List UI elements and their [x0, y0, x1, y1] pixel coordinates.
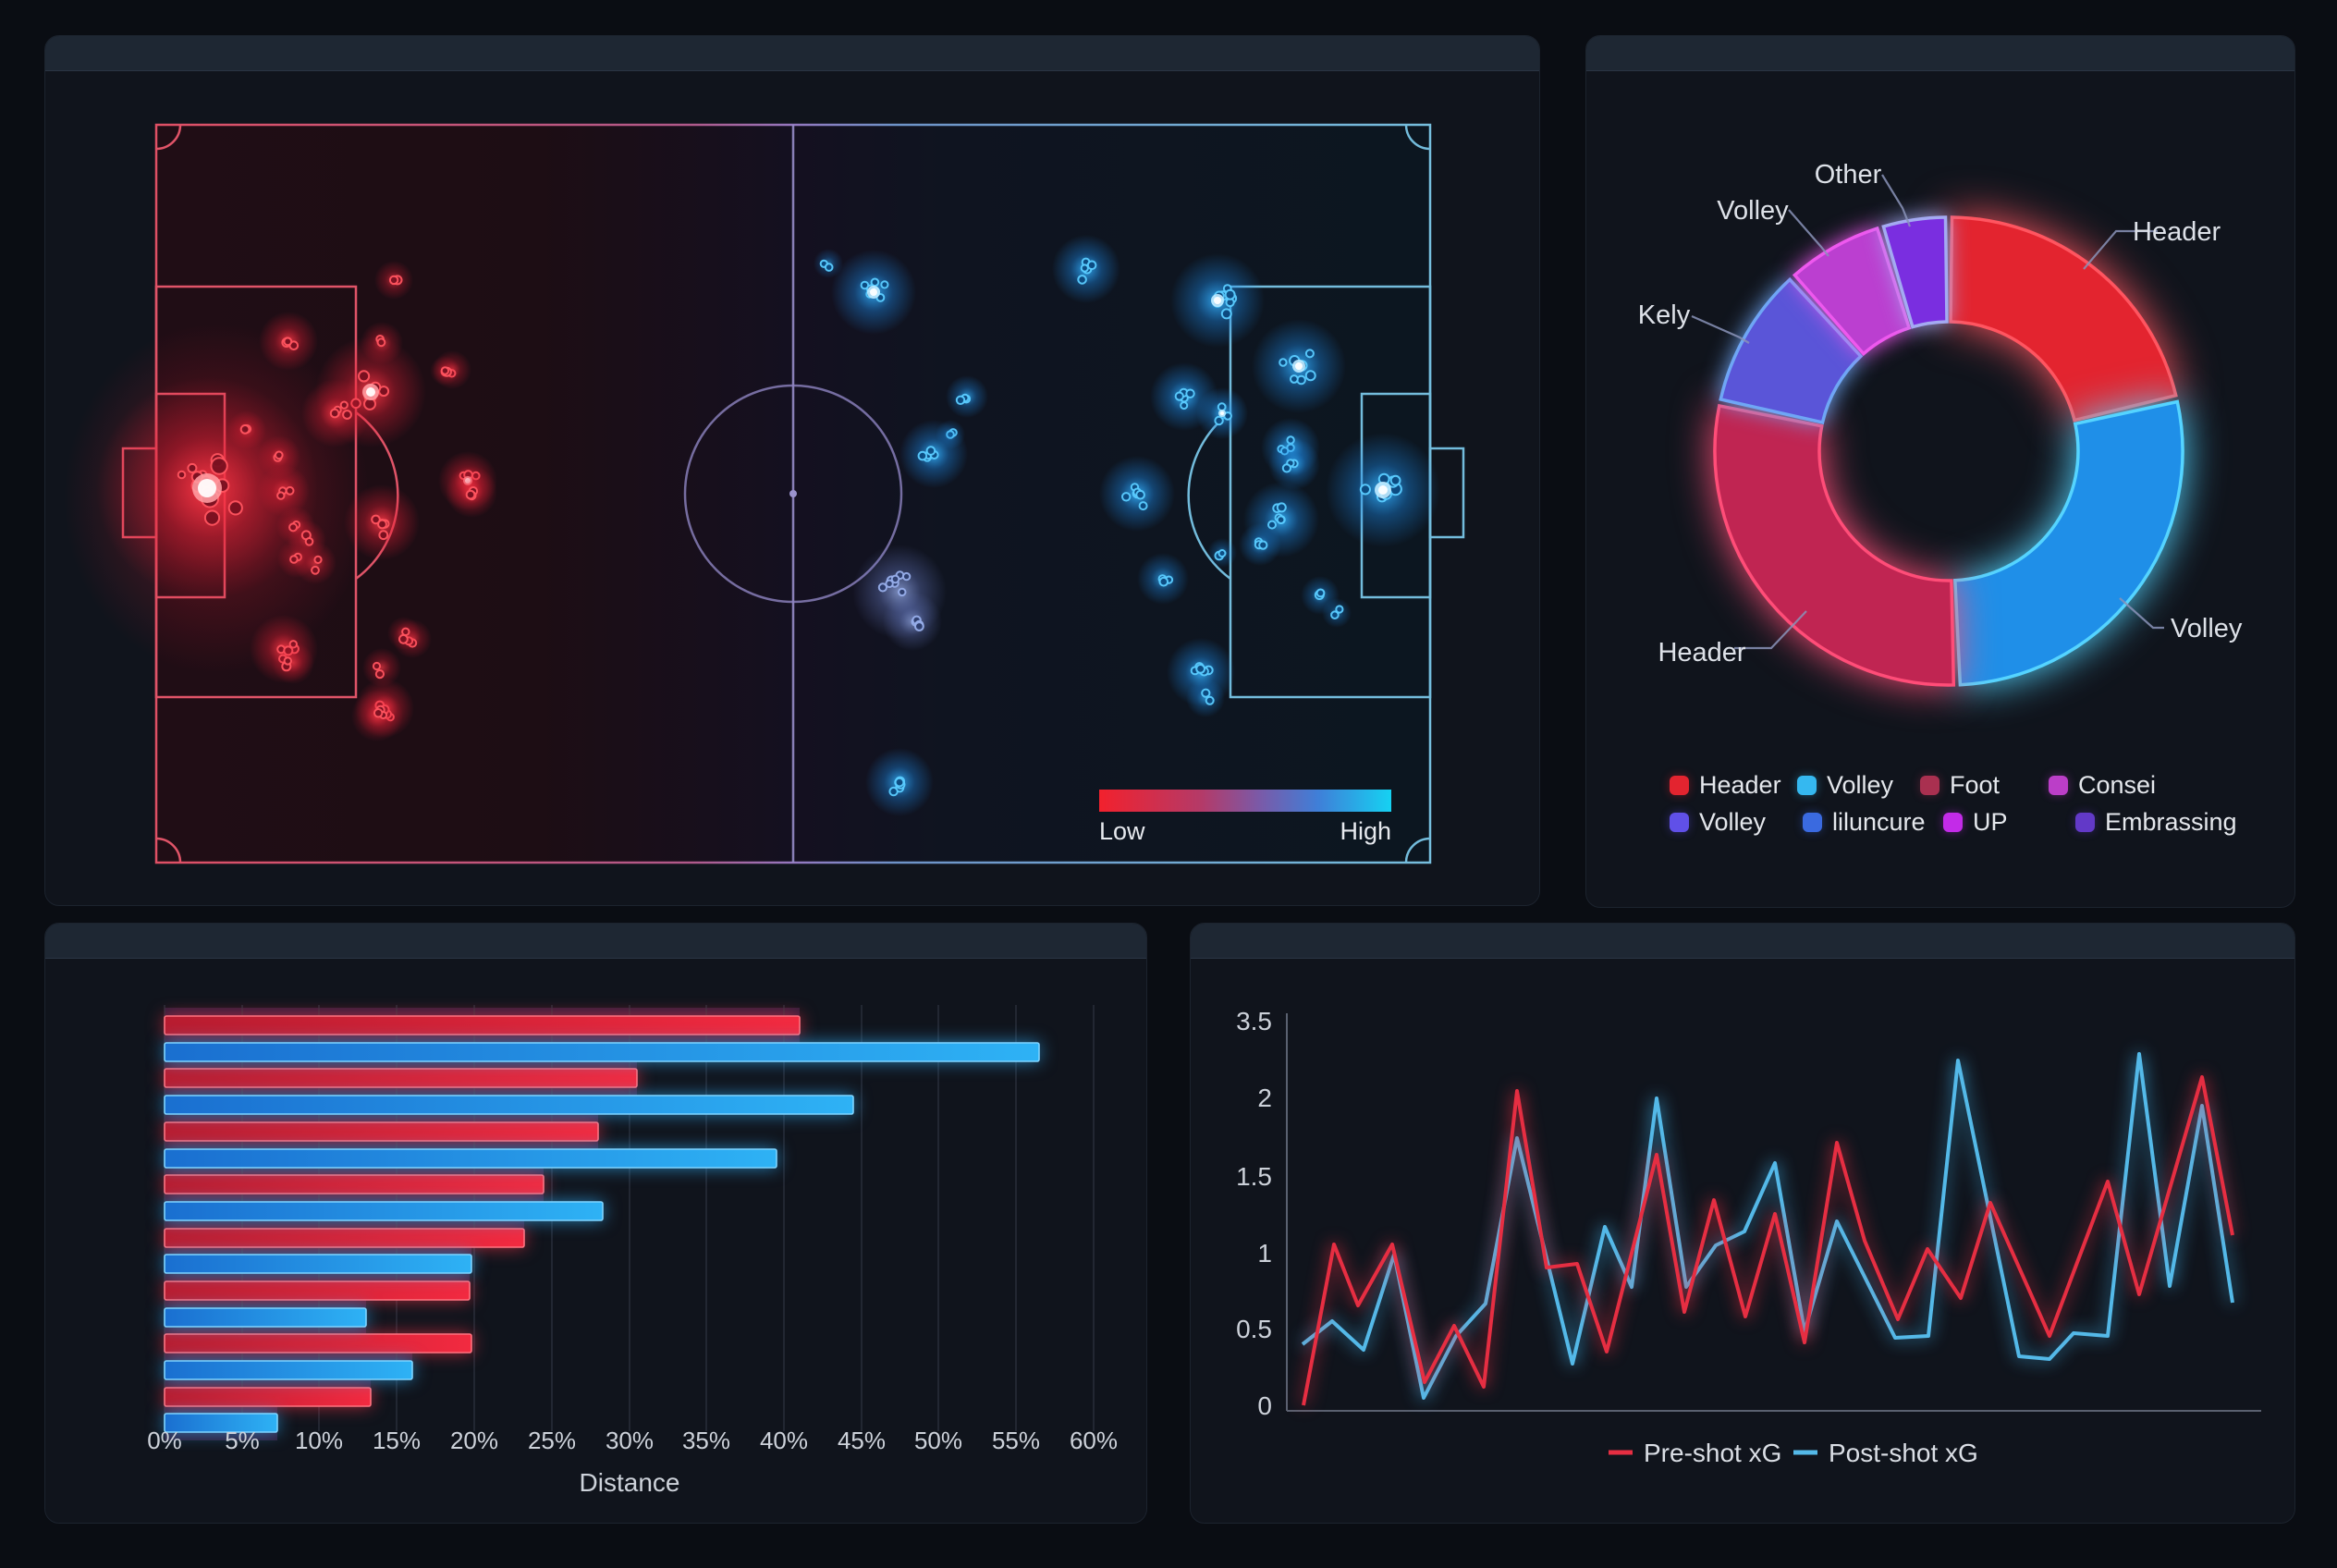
svg-text:High: High	[1340, 817, 1391, 845]
svg-text:25%: 25%	[528, 1427, 576, 1454]
svg-text:2: 2	[1257, 1084, 1272, 1112]
svg-text:5%: 5%	[225, 1427, 260, 1454]
svg-text:45%: 45%	[838, 1427, 886, 1454]
svg-text:3.5: 3.5	[1236, 1007, 1272, 1035]
svg-text:1.5: 1.5	[1236, 1162, 1272, 1191]
svg-text:Kely: Kely	[1638, 300, 1691, 330]
svg-text:Low: Low	[1099, 817, 1145, 845]
svg-text:30%: 30%	[606, 1427, 654, 1454]
svg-text:Volley: Volley	[2171, 614, 2243, 643]
svg-text:20%: 20%	[450, 1427, 498, 1454]
svg-text:Distance: Distance	[580, 1468, 680, 1497]
svg-text:0.5: 0.5	[1236, 1315, 1272, 1343]
svg-text:40%: 40%	[760, 1427, 808, 1454]
svg-text:Header: Header	[2133, 217, 2221, 247]
svg-text:Post-shot xG: Post-shot xG	[1829, 1439, 1978, 1467]
svg-text:Other: Other	[1815, 160, 1882, 190]
svg-text:50%: 50%	[914, 1427, 962, 1454]
svg-text:0: 0	[1257, 1391, 1272, 1420]
svg-text:0%: 0%	[147, 1427, 182, 1454]
svg-text:15%: 15%	[373, 1427, 421, 1454]
svg-text:1: 1	[1257, 1239, 1272, 1268]
svg-text:60%: 60%	[1070, 1427, 1118, 1454]
svg-text:Volley: Volley	[1717, 196, 1789, 226]
svg-text:55%: 55%	[992, 1427, 1040, 1454]
svg-text:Header: Header	[1658, 638, 1745, 668]
svg-text:Pre-shot xG: Pre-shot xG	[1644, 1439, 1781, 1467]
svg-text:35%: 35%	[682, 1427, 730, 1454]
svg-text:10%: 10%	[295, 1427, 343, 1454]
